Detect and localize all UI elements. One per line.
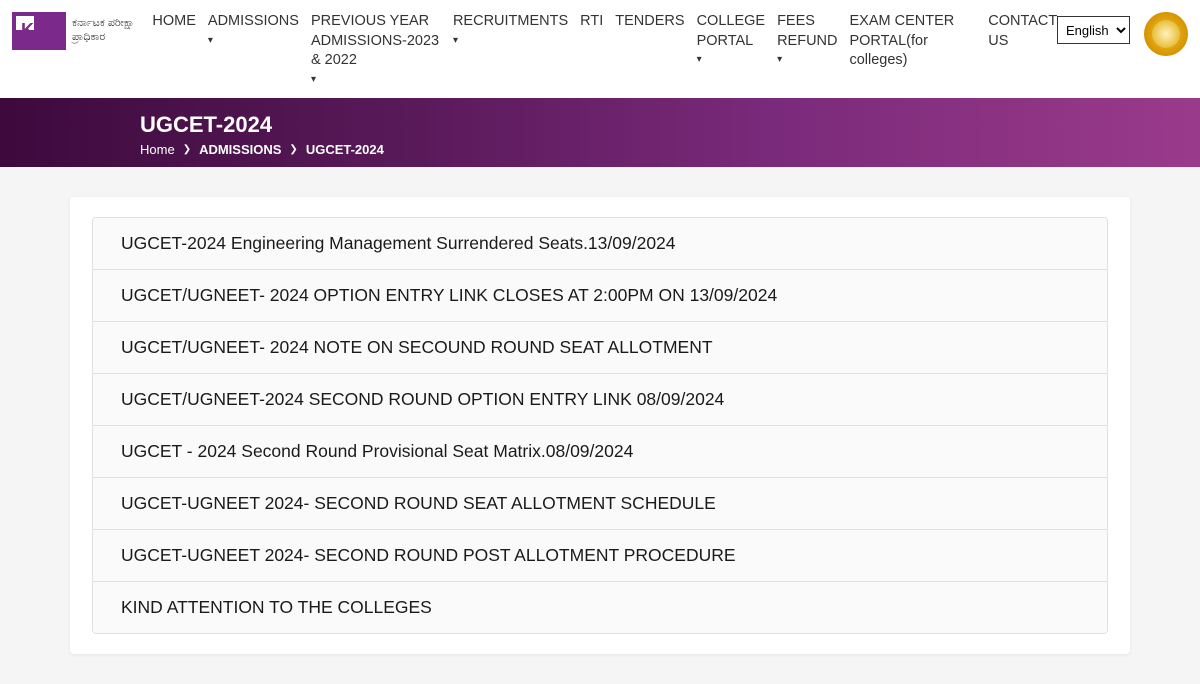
logo-subtitle: ಕರ್ನಾಟಕ ಪರೀಕ್ಷಾ ಪ್ರಾಧಿಕಾರ — [72, 17, 134, 45]
notice-row[interactable]: UGCET/UGNEET-2024 SECOND ROUND OPTION EN… — [93, 374, 1107, 426]
nav-item-0[interactable]: HOME — [152, 12, 196, 86]
nav-item-1[interactable]: ADMISSIONS▾ — [208, 12, 299, 86]
logo-letters: KEA — [21, 20, 62, 41]
caret-down-icon: ▾ — [208, 34, 299, 48]
page-banner: UGCET-2024 Home ❯ ADMISSIONS ❯ UGCET-202… — [0, 98, 1200, 167]
notice-card: UGCET-2024 Engineering Management Surren… — [70, 197, 1130, 654]
notice-row[interactable]: UGCET-UGNEET 2024- SECOND ROUND SEAT ALL… — [93, 478, 1107, 530]
notice-row[interactable]: KIND ATTENTION TO THE COLLEGES — [93, 582, 1107, 633]
nav-links: HOME ADMISSIONS▾PREVIOUS YEAR ADMISSIONS-… — [152, 12, 1057, 86]
govt-emblem-icon — [1144, 12, 1188, 56]
logo-subtitle-line1: ಕರ್ನಾಟಕ ಪರೀಕ್ಷಾ — [72, 17, 134, 31]
notice-row[interactable]: UGCET/UGNEET- 2024 OPTION ENTRY LINK CLO… — [93, 270, 1107, 322]
breadcrumb-admissions[interactable]: ADMISSIONS — [199, 142, 281, 157]
nav-item-9[interactable]: CONTACT US — [988, 12, 1057, 86]
nav-item-5[interactable]: TENDERS — [615, 12, 684, 86]
breadcrumb-home[interactable]: Home — [140, 142, 175, 157]
breadcrumb-current: UGCET-2024 — [306, 142, 384, 157]
nav-item-3[interactable]: RECRUITMENTS▾ — [453, 12, 568, 86]
chevron-right-icon: ❯ — [289, 144, 297, 155]
caret-down-icon: ▾ — [453, 34, 568, 48]
language-select[interactable]: English — [1057, 16, 1130, 44]
content-wrap: UGCET-2024 Engineering Management Surren… — [0, 167, 1200, 684]
notice-row[interactable]: UGCET - 2024 Second Round Provisional Se… — [93, 426, 1107, 478]
logo-subtitle-line2: ಪ್ರಾಧಿಕಾರ — [72, 31, 134, 45]
notice-row[interactable]: UGCET/UGNEET- 2024 NOTE ON SECOUND ROUND… — [93, 322, 1107, 374]
nav-item-8[interactable]: EXAM CENTER PORTAL(for colleges) — [849, 12, 976, 86]
logo-icon: KEA — [12, 12, 66, 50]
nav-item-4[interactable]: RTI — [580, 12, 603, 86]
notice-list: UGCET-2024 Engineering Management Surren… — [92, 217, 1108, 634]
caret-down-icon: ▾ — [311, 73, 441, 87]
breadcrumb: Home ❯ ADMISSIONS ❯ UGCET-2024 — [140, 142, 1200, 157]
caret-down-icon: ▾ — [697, 53, 766, 67]
nav-item-7[interactable]: FEES REFUND▾ — [777, 12, 837, 86]
chevron-right-icon: ❯ — [183, 144, 191, 155]
page-title: UGCET-2024 — [140, 112, 1200, 138]
notice-row[interactable]: UGCET-UGNEET 2024- SECOND ROUND POST ALL… — [93, 530, 1107, 582]
navbar: KEA ಕರ್ನಾಟಕ ಪರೀಕ್ಷಾ ಪ್ರಾಧಿಕಾರ HOME ADMISS… — [0, 0, 1200, 98]
logo-area[interactable]: KEA ಕರ್ನಾಟಕ ಪರೀಕ್ಷಾ ಪ್ರಾಧಿಕಾರ — [12, 12, 134, 50]
notice-row[interactable]: UGCET-2024 Engineering Management Surren… — [93, 218, 1107, 270]
nav-item-2[interactable]: PREVIOUS YEAR ADMISSIONS-2023 & 2022▾ — [311, 12, 441, 86]
nav-item-6[interactable]: COLLEGE PORTAL▾ — [697, 12, 766, 86]
caret-down-icon: ▾ — [777, 53, 837, 67]
